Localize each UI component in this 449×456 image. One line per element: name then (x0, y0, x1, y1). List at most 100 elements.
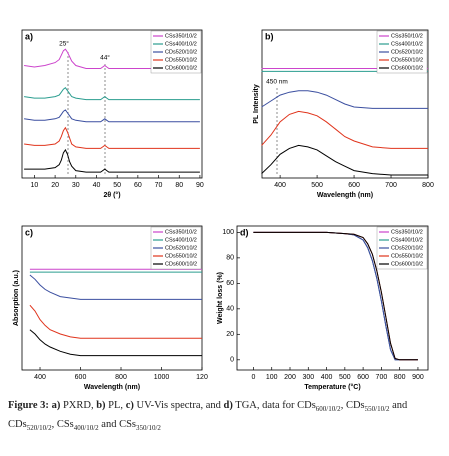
plot-frame (21, 29, 203, 179)
x-tick-label: 70 (155, 182, 163, 189)
x-tick-label: 600 (75, 374, 87, 381)
series-line (29, 274, 202, 300)
x-tick-label: 300 (302, 374, 314, 381)
panel-label: c) (25, 227, 33, 237)
caption-part: 600/10/2 (315, 405, 341, 414)
x-tick-label: 800 (394, 374, 406, 381)
series-line (29, 329, 202, 357)
x-tick-label: 800 (115, 374, 127, 381)
x-axis-label: Wavelength (nm) (84, 384, 140, 391)
caption-part: 350/10/2 (136, 424, 161, 433)
legend-label: CSs400/10/2 (165, 237, 197, 243)
caption-part: d) (223, 400, 233, 411)
annotation: 44° (100, 54, 110, 62)
caption-part: a) (48, 400, 61, 411)
legend-label: CDs600/10/2 (165, 261, 197, 267)
charts: 10 20 30 40 50 60 70 80 90 2θ (°) a) 25° 44° CSs350/1… (13, 29, 434, 391)
panel-label: a) (25, 31, 33, 41)
annotation: 450 nm (266, 79, 288, 86)
series-line (24, 48, 200, 69)
plot-frame (21, 225, 203, 371)
caption-part: , CSs (51, 419, 74, 431)
legend-label: CSs350/10/2 (391, 229, 423, 235)
series-line (261, 144, 428, 176)
caption-part: Figure 3: (8, 400, 49, 411)
x-tick-label: 700 (385, 182, 397, 189)
legend-label: CSs400/10/2 (391, 237, 423, 243)
legend-label: CDs550/10/2 (391, 253, 423, 259)
legend-label: CDs520/10/2 (165, 245, 197, 251)
x-tick-label: 400 (34, 374, 46, 381)
y-tick-label: 0 (230, 357, 234, 364)
series-line (24, 126, 200, 149)
annotation: 25° (59, 40, 69, 48)
legend-label: CDs550/10/2 (165, 253, 197, 259)
caption-part: b) (96, 400, 106, 411)
caption-part: PXRD, (60, 400, 97, 411)
x-tick-label: 400 (274, 182, 286, 189)
x-axis-label: 2θ (°) (103, 191, 120, 199)
y-tick-label: 40 (226, 306, 234, 313)
x-axis-label: Temperature (°C) (304, 383, 360, 391)
x-tick-label: 500 (339, 374, 351, 381)
panel-label: b) (265, 31, 274, 41)
x-tick-label: 600 (348, 182, 360, 189)
x-tick-label: 200 (284, 374, 296, 381)
series-line (29, 304, 202, 339)
legend-label: CDs520/10/2 (391, 245, 423, 251)
y-axis-label: Weight loss (%) (217, 272, 224, 324)
series-line (261, 90, 428, 109)
legend-label: CDs520/10/2 (165, 49, 197, 55)
legend-label: CDs550/10/2 (391, 57, 423, 63)
x-tick-label: 900 (412, 374, 424, 381)
caption-part: 550/10/2 (364, 405, 390, 414)
plot-frame (261, 29, 429, 179)
y-tick-label: 80 (226, 255, 234, 262)
caption-part: TGA, data for CDs (232, 400, 316, 411)
x-tick-label: 0 (251, 374, 255, 381)
x-tick-label: 800 (422, 182, 434, 189)
series-line (24, 86, 200, 101)
caption-part: 400/10/2 (73, 424, 99, 433)
legend-label: CDs600/10/2 (165, 65, 197, 71)
x-tick-label: 40 (93, 182, 101, 189)
legend-label: CSs350/10/2 (391, 33, 423, 39)
legend-label: CSs400/10/2 (391, 41, 423, 47)
caption-part: c) (125, 400, 134, 411)
plot-frame (236, 225, 429, 371)
x-tick-label: 600 (357, 374, 369, 381)
legend-label: CDs520/10/2 (391, 49, 423, 55)
x-tick-label: 90 (196, 182, 204, 189)
legend-label: CSs350/10/2 (165, 229, 197, 235)
caption-part: 520/10/2 (26, 424, 52, 433)
x-tick-label: 80 (175, 182, 183, 189)
x-tick-label: 100 (266, 374, 278, 381)
y-axis-label: Absorption (a.u.) (13, 270, 20, 326)
x-tick-label: 500 (311, 182, 323, 189)
series-line (261, 110, 428, 149)
legend-label: CDs550/10/2 (165, 57, 197, 63)
x-tick-label: 10 (31, 182, 39, 189)
x-tick-label: 120 (196, 374, 208, 381)
caption-part: and CDs (8, 400, 410, 431)
x-tick-label: 60 (134, 182, 142, 189)
x-tick-label: 1000 (154, 374, 170, 381)
series-line (253, 231, 418, 361)
caption-part: PL, (105, 400, 126, 411)
series-line (24, 148, 200, 173)
x-tick-label: 400 (321, 374, 333, 381)
legend-label: CSs350/10/2 (165, 33, 197, 39)
x-tick-label: 20 (51, 182, 59, 189)
legend-label: CDs600/10/2 (391, 65, 423, 71)
caption-part: and CSs (98, 419, 136, 431)
x-tick-label: 700 (376, 374, 388, 381)
x-tick-label: 50 (113, 182, 121, 189)
x-tick-label: 30 (72, 182, 80, 189)
y-tick-label: 20 (226, 331, 234, 338)
series-line (24, 109, 200, 123)
x-axis-label: Wavelength (nm) (317, 192, 373, 199)
panel-label: d) (240, 227, 249, 237)
y-tick-label: 60 (226, 280, 234, 287)
caption-part: UV-Vis spectra, and (133, 400, 224, 411)
